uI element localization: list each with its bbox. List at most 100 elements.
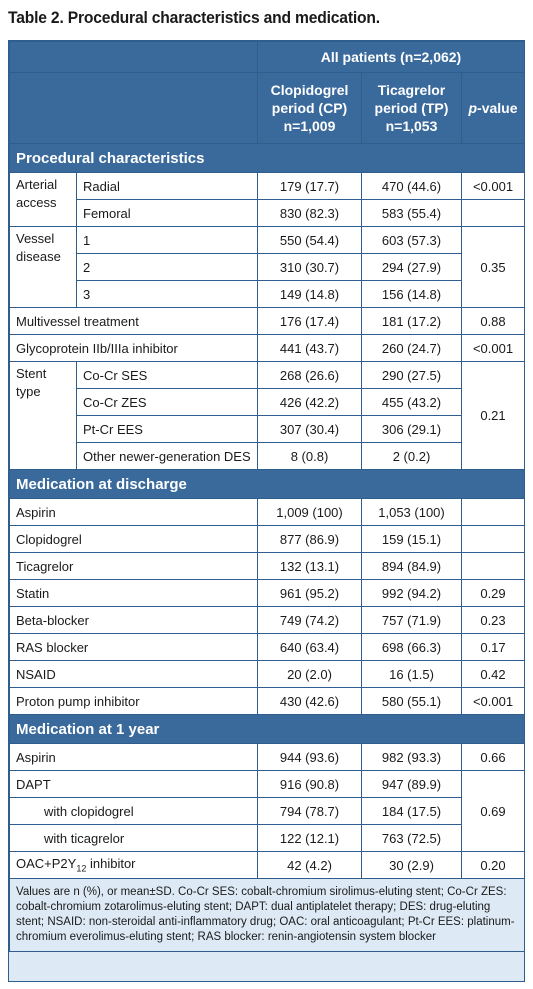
cell-cp: 794 (78.7) <box>257 797 362 825</box>
table-row: Aspirin 1,009 (100) 1,053 (100) <box>9 498 526 526</box>
row-label: Clopidogrel <box>9 525 258 553</box>
cell-p: <0.001 <box>460 172 526 200</box>
cell-p: 0.20 <box>460 851 526 879</box>
section-row: Medication at 1 year <box>8 714 526 744</box>
cell-p <box>460 525 526 553</box>
cell-tp: 763 (72.5) <box>361 824 462 852</box>
table-row: Co-Cr ZES 426 (42.2) 455 (43.2) <box>10 388 525 416</box>
footnote-row: Values are n (%), or mean±SD. Co-Cr SES:… <box>8 878 526 952</box>
row-label: 1 <box>76 226 258 254</box>
table-row: Statin 961 (95.2) 992 (94.2) 0.29 <box>9 579 526 607</box>
results-table: All patients (n=2,062) Clopidogrel perio… <box>8 41 526 952</box>
header-tp: Ticagrelor period (TP) n=1,053 <box>361 72 462 144</box>
row-label: Co-Cr SES <box>76 361 258 389</box>
row-label: Glycoprotein IIb/IIIa inhibitor <box>9 334 258 362</box>
row-label: OAC+P2Y12 inhibitor <box>9 851 258 879</box>
cell-p: 0.69 <box>460 770 526 852</box>
cell-p: 0.35 <box>460 226 526 308</box>
cell-cp: 877 (86.9) <box>257 525 362 553</box>
table-row: Aspirin 944 (93.6) 982 (93.3) 0.66 <box>9 743 526 771</box>
header-cp-line3: n=1,009 <box>283 118 336 134</box>
cell-tp: 757 (71.9) <box>361 606 462 634</box>
cell-tp: 184 (17.5) <box>361 797 462 825</box>
cell-tp: 16 (1.5) <box>361 660 462 688</box>
table-row: OAC+P2Y12 inhibitor 42 (4.2) 30 (2.9) 0.… <box>9 851 526 879</box>
cell-cp: 122 (12.1) <box>257 824 362 852</box>
row-label: NSAID <box>9 660 258 688</box>
table-row: Beta-blocker 749 (74.2) 757 (71.9) 0.23 <box>9 606 526 634</box>
table-row: Clopidogrel 877 (86.9) 159 (15.1) <box>9 525 526 553</box>
cell-p: 0.23 <box>460 606 526 634</box>
cell-tp: 982 (93.3) <box>361 743 462 771</box>
cell-tp: 294 (27.9) <box>361 253 462 281</box>
table-row: Femoral 830 (82.3) 583 (55.4) <box>10 199 526 227</box>
cell-tp: 455 (43.2) <box>361 388 462 416</box>
cell-p <box>460 498 526 526</box>
cell-tp: 306 (29.1) <box>361 415 462 443</box>
cell-tp: 290 (27.5) <box>361 361 462 389</box>
cell-p: <0.001 <box>460 687 526 715</box>
cell-cp: 426 (42.2) <box>257 388 362 416</box>
table-title: Table 2. Procedural characteristics and … <box>8 8 380 27</box>
cell-tp: 580 (55.1) <box>361 687 462 715</box>
cell-p <box>460 552 526 580</box>
cell-tp: 698 (66.3) <box>361 633 462 661</box>
cell-cp: 916 (90.8) <box>257 770 362 798</box>
header-p-rest: -value <box>477 100 518 116</box>
row-label: DAPT <box>9 770 258 798</box>
cell-tp: 260 (24.7) <box>361 334 462 362</box>
cell-tp: 894 (84.9) <box>361 552 462 580</box>
header-blank <box>9 41 258 73</box>
cell-cp: 132 (13.1) <box>257 552 362 580</box>
cell-cp: 42 (4.2) <box>257 851 362 879</box>
table-row: RAS blocker 640 (63.4) 698 (66.3) 0.17 <box>9 633 526 661</box>
table-row: Other newer-generation DES 8 (0.8) 2 (0.… <box>10 442 525 470</box>
section-row: Medication at discharge <box>8 469 526 499</box>
row-label: RAS blocker <box>9 633 258 661</box>
cell-cp: 307 (30.4) <box>257 415 362 443</box>
section-procedural: Procedural characteristics <box>8 143 526 173</box>
row-label: with ticagrelor <box>9 824 258 852</box>
group-stent-type: Stent type <box>9 361 77 470</box>
cell-cp: 20 (2.0) <box>257 660 362 688</box>
cell-p: 0.42 <box>460 660 526 688</box>
cell-p: 0.21 <box>460 361 526 470</box>
row-label: 3 <box>76 280 258 308</box>
header-tp-line3: n=1,053 <box>385 118 438 134</box>
cell-cp: 441 (43.7) <box>257 334 362 362</box>
table-row: Glycoprotein IIb/IIIa inhibitor 441 (43.… <box>9 334 526 362</box>
section-row: Procedural characteristics <box>8 143 526 173</box>
cell-cp: 961 (95.2) <box>257 579 362 607</box>
table-row: Multivessel treatment 176 (17.4) 181 (17… <box>9 307 526 335</box>
row-label: Statin <box>9 579 258 607</box>
row-label: Multivessel treatment <box>9 307 258 335</box>
cell-cp: 8 (0.8) <box>257 442 362 470</box>
oac-label-pre: OAC+P2Y <box>16 856 77 872</box>
cell-p: 0.66 <box>460 743 526 771</box>
table-row: Ticagrelor 132 (13.1) 894 (84.9) <box>9 552 526 580</box>
cell-cp: 550 (54.4) <box>257 226 362 254</box>
row-label: Ticagrelor <box>9 552 258 580</box>
group-vessel-disease: Vessel disease <box>9 226 77 308</box>
header-blank-2 <box>9 72 258 144</box>
cell-cp: 310 (30.7) <box>257 253 362 281</box>
table-row: with clopidogrel 794 (78.7) 184 (17.5) <box>9 797 525 825</box>
cell-cp: 149 (14.8) <box>257 280 362 308</box>
table-row: Proton pump inhibitor 430 (42.6) 580 (55… <box>9 687 526 715</box>
table-row: 3 149 (14.8) 156 (14.8) <box>10 280 525 308</box>
row-label: Pt-Cr EES <box>76 415 258 443</box>
row-label: Beta-blocker <box>9 606 258 634</box>
cell-cp: 176 (17.4) <box>257 307 362 335</box>
table-container: All patients (n=2,062) Clopidogrel perio… <box>8 40 526 982</box>
cell-tp: 603 (57.3) <box>361 226 462 254</box>
cell-tp: 947 (89.9) <box>361 770 462 798</box>
cell-p: 0.88 <box>460 307 526 335</box>
table-row: Stent type Co-Cr SES 268 (26.6) 290 (27.… <box>9 361 526 470</box>
row-label: Co-Cr ZES <box>76 388 258 416</box>
table-row: Pt-Cr EES 307 (30.4) 306 (29.1) <box>10 415 525 443</box>
row-label: with clopidogrel <box>9 797 258 825</box>
header-cp: Clopidogrel period (CP) n=1,009 <box>257 72 362 144</box>
cell-cp: 268 (26.6) <box>257 361 362 389</box>
cell-tp: 159 (15.1) <box>361 525 462 553</box>
